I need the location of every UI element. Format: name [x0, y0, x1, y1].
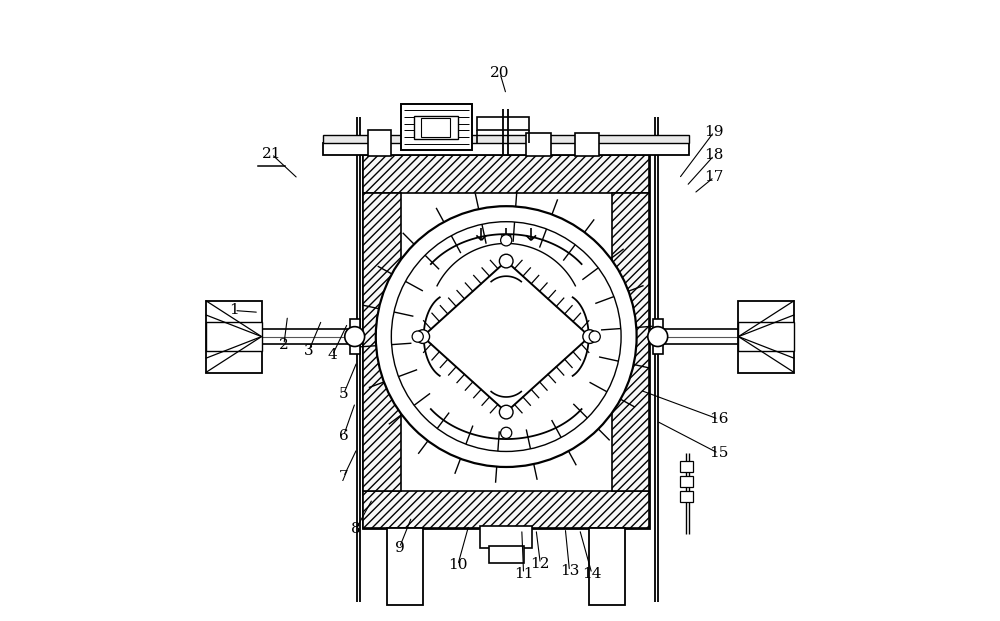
Bar — [680, 476, 693, 487]
Bar — [350, 319, 360, 354]
Bar — [526, 133, 551, 156]
Text: 5: 5 — [339, 388, 348, 401]
Text: 4: 4 — [327, 348, 337, 362]
Circle shape — [648, 327, 668, 347]
Text: 10: 10 — [448, 558, 468, 572]
Bar — [206, 301, 262, 373]
Bar — [363, 155, 649, 528]
Text: 1: 1 — [229, 304, 239, 317]
Bar — [612, 193, 649, 491]
Text: 8: 8 — [351, 522, 361, 536]
Bar — [323, 143, 689, 155]
Bar — [363, 491, 649, 528]
Text: 7: 7 — [339, 470, 348, 484]
Text: 13: 13 — [560, 564, 579, 578]
Text: 9: 9 — [395, 541, 404, 555]
Bar — [738, 322, 794, 351]
Text: 17: 17 — [705, 170, 724, 184]
Text: 21: 21 — [262, 147, 281, 161]
Text: 16: 16 — [709, 412, 728, 426]
Bar — [387, 528, 423, 605]
Bar — [680, 461, 693, 472]
Text: 14: 14 — [582, 567, 602, 581]
Bar — [489, 546, 524, 563]
Circle shape — [499, 254, 513, 268]
Bar — [680, 491, 693, 502]
Bar — [738, 301, 794, 373]
Text: 6: 6 — [339, 429, 348, 443]
Circle shape — [345, 327, 365, 347]
Circle shape — [501, 235, 512, 246]
Bar — [401, 104, 472, 150]
Bar — [414, 116, 458, 139]
Circle shape — [391, 222, 621, 451]
Circle shape — [412, 331, 423, 342]
Bar — [421, 118, 450, 137]
Circle shape — [589, 331, 600, 342]
Bar — [480, 526, 532, 548]
Bar — [206, 322, 262, 351]
Text: 20: 20 — [490, 66, 510, 80]
Bar — [323, 135, 689, 143]
Circle shape — [416, 330, 430, 343]
Bar — [477, 117, 529, 130]
Text: 15: 15 — [709, 446, 728, 460]
Text: 3: 3 — [304, 344, 314, 358]
Text: 2: 2 — [279, 338, 289, 351]
Circle shape — [376, 206, 637, 467]
Circle shape — [501, 427, 512, 438]
Bar — [368, 130, 391, 156]
Bar — [363, 193, 401, 491]
Bar — [589, 528, 625, 605]
Bar — [363, 155, 649, 193]
Text: 19: 19 — [704, 125, 724, 138]
Circle shape — [499, 406, 513, 419]
Text: 12: 12 — [531, 557, 550, 571]
Bar — [575, 133, 599, 156]
Text: 18: 18 — [705, 148, 724, 162]
Circle shape — [583, 330, 597, 343]
Text: 11: 11 — [514, 567, 533, 581]
Bar — [653, 319, 663, 354]
